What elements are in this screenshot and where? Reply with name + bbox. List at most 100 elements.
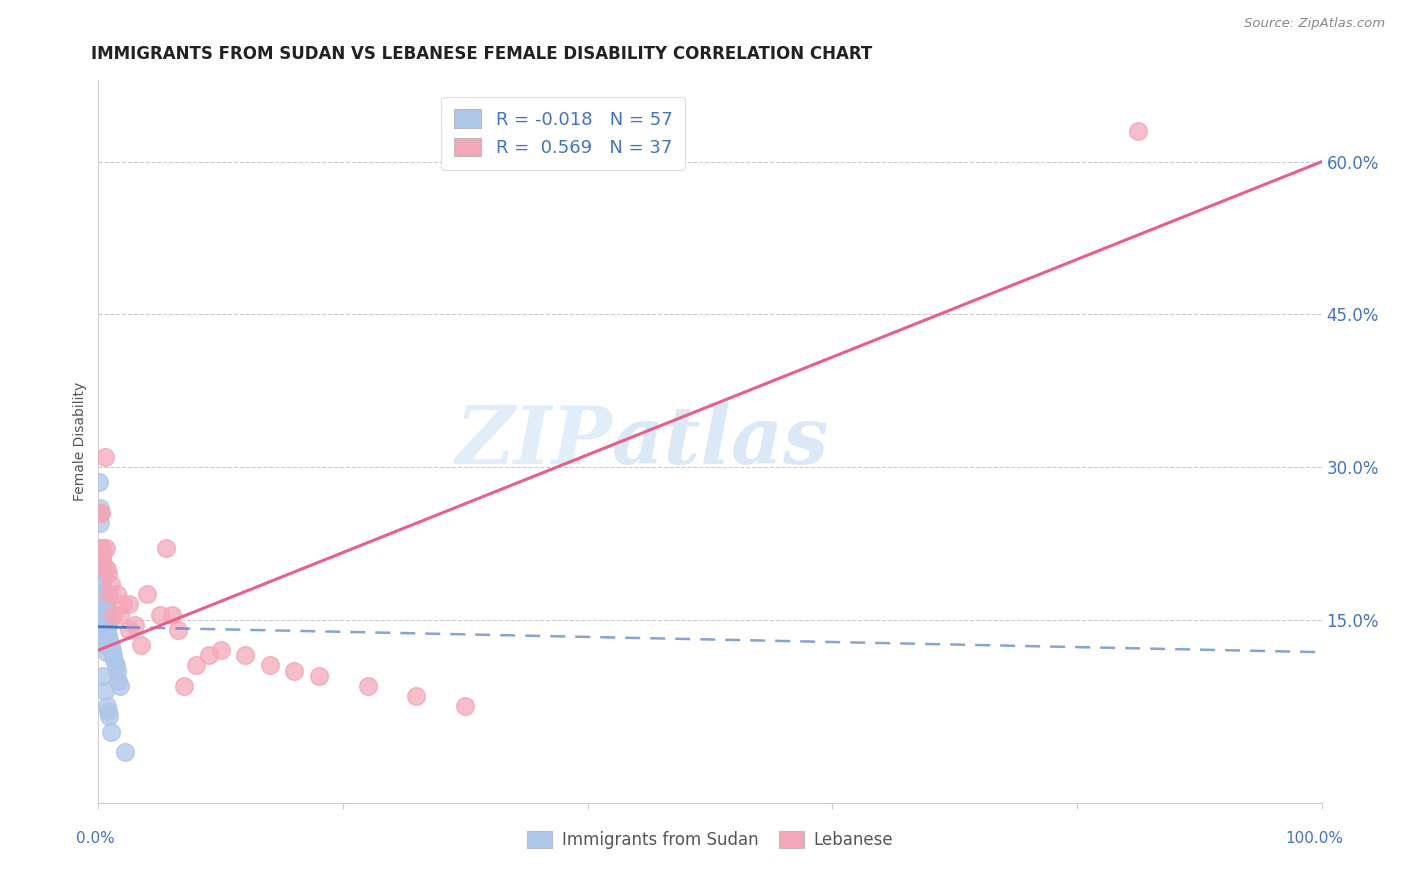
Point	[155, 541, 177, 556]
Point	[173, 679, 195, 693]
Point	[94, 607, 117, 622]
Point	[91, 613, 114, 627]
Point	[91, 605, 114, 619]
Point	[124, 617, 146, 632]
Point	[101, 643, 124, 657]
Point	[283, 664, 305, 678]
Point	[136, 587, 159, 601]
Point	[118, 623, 141, 637]
Point	[96, 607, 118, 622]
Point	[90, 607, 112, 622]
Point	[98, 632, 121, 647]
Point	[87, 475, 110, 490]
Point	[167, 623, 190, 637]
Point	[90, 541, 112, 556]
Point	[96, 623, 118, 637]
Text: atlas: atlas	[612, 403, 830, 480]
Point	[100, 577, 122, 591]
Point	[100, 724, 122, 739]
Point	[89, 628, 111, 642]
Legend: Immigrants from Sudan, Lebanese: Immigrants from Sudan, Lebanese	[520, 824, 900, 856]
Point	[91, 557, 114, 571]
Text: 0.0%: 0.0%	[76, 831, 115, 846]
Point	[91, 615, 114, 629]
Point	[103, 653, 125, 667]
Point	[160, 607, 183, 622]
Point	[98, 709, 121, 723]
Point	[356, 679, 378, 693]
Point	[114, 745, 136, 759]
Point	[94, 541, 117, 556]
Point	[93, 450, 115, 464]
Point	[101, 607, 124, 622]
Point	[90, 506, 112, 520]
Point	[93, 623, 115, 637]
Point	[91, 587, 114, 601]
Point	[104, 658, 127, 673]
Point	[91, 546, 114, 560]
Point	[91, 668, 114, 682]
Point	[93, 684, 115, 698]
Point	[105, 664, 128, 678]
Point	[97, 566, 120, 581]
Point	[97, 617, 120, 632]
Point	[97, 628, 120, 642]
Point	[93, 598, 115, 612]
Point	[91, 572, 114, 586]
Point	[94, 602, 117, 616]
Point	[98, 587, 121, 601]
Text: ZIP: ZIP	[456, 403, 612, 480]
Point	[91, 541, 114, 556]
Point	[91, 607, 114, 622]
Point	[91, 602, 114, 616]
Point	[129, 638, 152, 652]
Point	[91, 632, 114, 647]
Point	[94, 645, 117, 659]
Point	[91, 592, 114, 607]
Point	[96, 562, 118, 576]
Point	[233, 648, 256, 663]
Point	[91, 551, 114, 566]
Point	[93, 607, 115, 622]
Point	[259, 658, 281, 673]
Text: IMMIGRANTS FROM SUDAN VS LEBANESE FEMALE DISABILITY CORRELATION CHART: IMMIGRANTS FROM SUDAN VS LEBANESE FEMALE…	[91, 45, 873, 62]
Point	[110, 679, 132, 693]
Point	[89, 516, 111, 530]
Point	[91, 598, 114, 612]
Point	[90, 546, 112, 560]
Point	[89, 506, 111, 520]
Point	[91, 623, 114, 637]
Point	[90, 617, 112, 632]
Point	[308, 668, 330, 682]
Point	[197, 648, 219, 663]
Point	[91, 577, 114, 591]
Point	[1128, 124, 1150, 138]
Point	[89, 500, 111, 515]
Point	[91, 620, 114, 634]
Point	[110, 607, 132, 622]
Point	[111, 598, 134, 612]
Point	[405, 689, 427, 703]
Point	[89, 623, 111, 637]
Point	[209, 643, 232, 657]
Point	[91, 546, 114, 560]
Point	[101, 648, 124, 663]
Point	[91, 587, 114, 601]
Point	[107, 673, 129, 688]
Point	[96, 699, 118, 714]
Point	[97, 704, 120, 718]
Point	[454, 699, 477, 714]
Point	[100, 638, 122, 652]
Point	[91, 562, 114, 576]
Point	[93, 638, 115, 652]
Text: Source: ZipAtlas.com: Source: ZipAtlas.com	[1244, 17, 1385, 29]
Point	[118, 598, 141, 612]
Point	[93, 587, 115, 601]
Point	[91, 598, 114, 612]
Point	[90, 631, 112, 645]
Point	[94, 617, 117, 632]
Point	[186, 658, 208, 673]
Point	[105, 587, 128, 601]
Text: 100.0%: 100.0%	[1285, 831, 1344, 846]
Point	[93, 615, 115, 629]
